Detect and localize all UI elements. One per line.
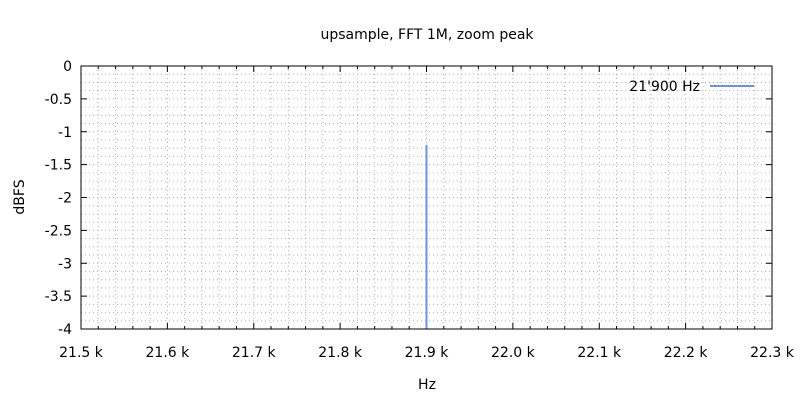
y-tick-label: -2.5 [45,223,72,239]
legend-label: 21'900 Hz [629,79,700,95]
x-tick-label: 22.1 k [577,345,622,361]
x-tick-labels: 21.5 k 21.6 k 21.7 k 21.8 k 21.9 k 22.0 k 22.1… [59,345,795,361]
x-axis-label: Hz [418,377,436,393]
x-tick-label: 22.2 k [664,345,709,361]
y-tick-label: -1.5 [45,158,72,174]
y-tick-label: -2 [58,191,72,207]
x-tick-label: 21.9 k [405,345,450,361]
x-tick-label: 21.6 k [146,345,191,361]
y-tick-labels: 0 -0.5 -1 -1.5 -2 -2.5 -3 -3.5 -4 [45,59,72,338]
x-tick-label: 21.8 k [318,345,363,361]
y-tick-label: -3.5 [45,289,72,305]
x-tick-label: 22.0 k [491,345,536,361]
y-tick-label: -0.5 [45,92,72,108]
y-tick-label: -3 [58,256,72,272]
y-tick-label: 0 [63,59,72,75]
x-tick-label: 21.5 k [59,345,104,361]
x-tick-label: 22.3 k [750,345,795,361]
plot-frame [80,65,773,330]
y-axis-label: dBFS [12,179,28,214]
x-tick-label: 21.7 k [232,345,277,361]
legend: 21'900 Hz [629,79,754,95]
chart-title: upsample, FFT 1M, zoom peak [320,27,534,43]
y-tick-label: -4 [58,322,72,338]
y-tick-label: -1 [58,125,72,141]
